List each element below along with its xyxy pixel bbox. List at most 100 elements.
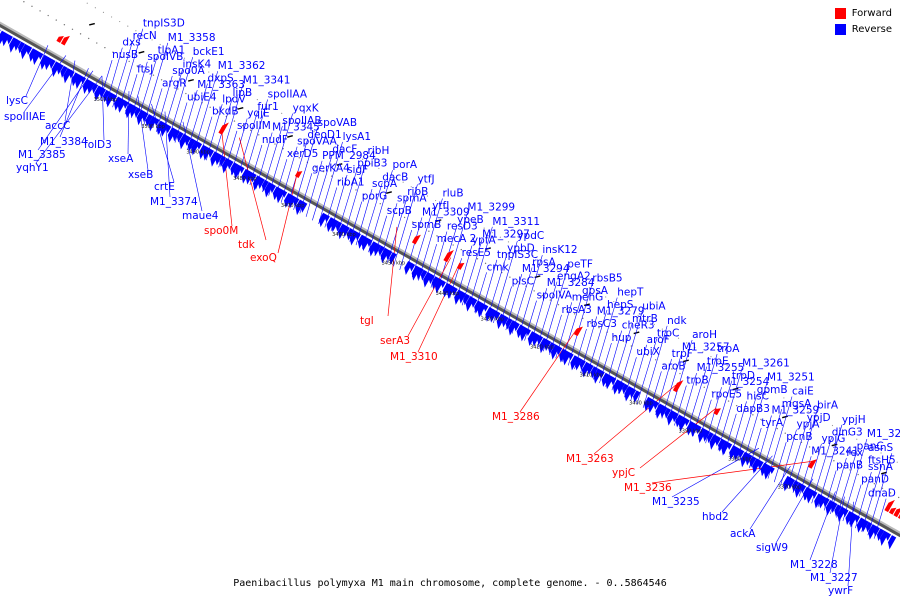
dot-mark: [264, 103, 267, 105]
reverse-feature: [729, 445, 738, 460]
reverse-feature: [800, 484, 807, 494]
dot-mark: [191, 62, 194, 64]
reverse-feature: [416, 267, 424, 280]
dot-mark: [880, 452, 882, 454]
leader-line: [243, 99, 268, 182]
reverse-feature: [284, 192, 293, 208]
dot-mark: [735, 404, 738, 407]
backbone-line: [0, 22, 900, 538]
dot-mark: [686, 342, 688, 344]
reverse-feature: [102, 89, 111, 103]
reverse-feature: [814, 493, 823, 509]
gene-label-forward: M1_3286: [492, 411, 540, 423]
reverse-feature: [605, 374, 614, 390]
dot-mark: [460, 248, 462, 251]
gene-label-reverse: hup: [611, 332, 631, 344]
dot-mark: [110, 16, 113, 18]
reverse-feature: [167, 127, 177, 143]
gene-label-reverse: birA: [817, 400, 839, 412]
reverse-feature: [134, 107, 141, 118]
reverse-feature: [738, 449, 745, 459]
reverse-feature: [548, 342, 556, 355]
dot-mark: [426, 195, 429, 197]
reverse-feature: [94, 85, 104, 102]
leader-line-forward: [593, 384, 677, 455]
gene-label-forward: exoQ: [250, 252, 277, 264]
tick-mark: [287, 135, 293, 138]
reverse-feature: [420, 269, 428, 281]
reverse-feature: [678, 416, 688, 432]
reverse-feature: [288, 195, 297, 209]
reverse-feature: [760, 462, 769, 477]
reverse-feature: [749, 456, 757, 468]
gene-label-reverse: trpB: [686, 375, 708, 387]
reverse-feature: [172, 129, 180, 142]
tick-label: 3470 kbp: [281, 203, 305, 209]
reverse-feature: [210, 151, 220, 167]
reverse-feature: [702, 429, 710, 442]
tick-label: 3380 kbp: [728, 457, 752, 463]
dot-mark: [87, 37, 90, 40]
dot-mark: [856, 438, 858, 440]
gene-label-reverse: M1_3228: [790, 559, 838, 571]
legend-forward: Forward: [834, 8, 892, 19]
reverse-feature: [0, 29, 1, 32]
reverse-feature: [56, 63, 64, 75]
gene-label-reverse: ypjD: [807, 412, 831, 424]
reverse-feature: [489, 309, 498, 323]
dot-mark: [671, 368, 673, 370]
tick-label: 3440 kbp: [436, 291, 460, 297]
reverse-feature: [32, 50, 42, 66]
forward-feature: [60, 35, 70, 46]
dot-mark: [298, 157, 300, 159]
dot-mark: [573, 313, 576, 315]
dot-mark: [873, 482, 876, 485]
dot-mark: [582, 317, 584, 320]
dot-mark: [345, 149, 348, 151]
reverse-feature: [494, 311, 501, 321]
leader-line: [617, 311, 643, 394]
gene-label-reverse: dacB: [382, 172, 408, 184]
dot-mark: [135, 30, 137, 32]
reverse-feature: [830, 502, 838, 513]
backbone-layer: [0, 1, 900, 538]
gene-label-reverse: bckE1: [193, 46, 225, 58]
reverse-feature: [335, 221, 342, 232]
reverse-feature: [373, 243, 382, 256]
dot-mark: [784, 432, 786, 434]
dot-mark: [337, 144, 339, 147]
gene-label-reverse: spoIIM: [237, 120, 271, 132]
reverse-feature: [527, 331, 537, 347]
reverse-feature: [855, 515, 861, 524]
dot-mark: [629, 310, 631, 312]
tick-label: 3420 kbp: [530, 344, 554, 350]
gene-label-reverse: rbsC3: [586, 318, 616, 330]
reverse-feature: [873, 526, 880, 537]
dot-mark: [428, 230, 430, 232]
dot-mark: [767, 388, 769, 390]
reverse-feature: [770, 467, 775, 475]
reverse-feature: [721, 440, 730, 456]
gene-label-reverse: M1_3251: [767, 371, 815, 383]
reverse-feature: [715, 436, 722, 446]
dot-mark: [727, 400, 730, 402]
reverse-feature: [459, 291, 467, 304]
dot-mark: [216, 76, 218, 78]
reverse-feature: [581, 361, 591, 378]
reverse-feature: [99, 87, 107, 99]
dot-mark: [663, 363, 665, 366]
dot-mark: [127, 25, 129, 27]
gene-label-reverse: trpC: [657, 327, 679, 339]
dot-mark: [524, 250, 526, 252]
leader-line: [817, 424, 843, 507]
reverse-feature: [849, 513, 858, 528]
leader-line: [717, 368, 743, 451]
forward-feature: [443, 250, 454, 263]
dot-mark: [355, 189, 357, 191]
tick-label: 3490 kbp: [186, 150, 210, 156]
tick-mark: [336, 163, 343, 166]
reverse-feature: [574, 357, 583, 371]
gene-label-reverse: plsC: [512, 275, 534, 287]
reverse-feature: [446, 285, 455, 299]
reverse-feature: [861, 519, 869, 533]
